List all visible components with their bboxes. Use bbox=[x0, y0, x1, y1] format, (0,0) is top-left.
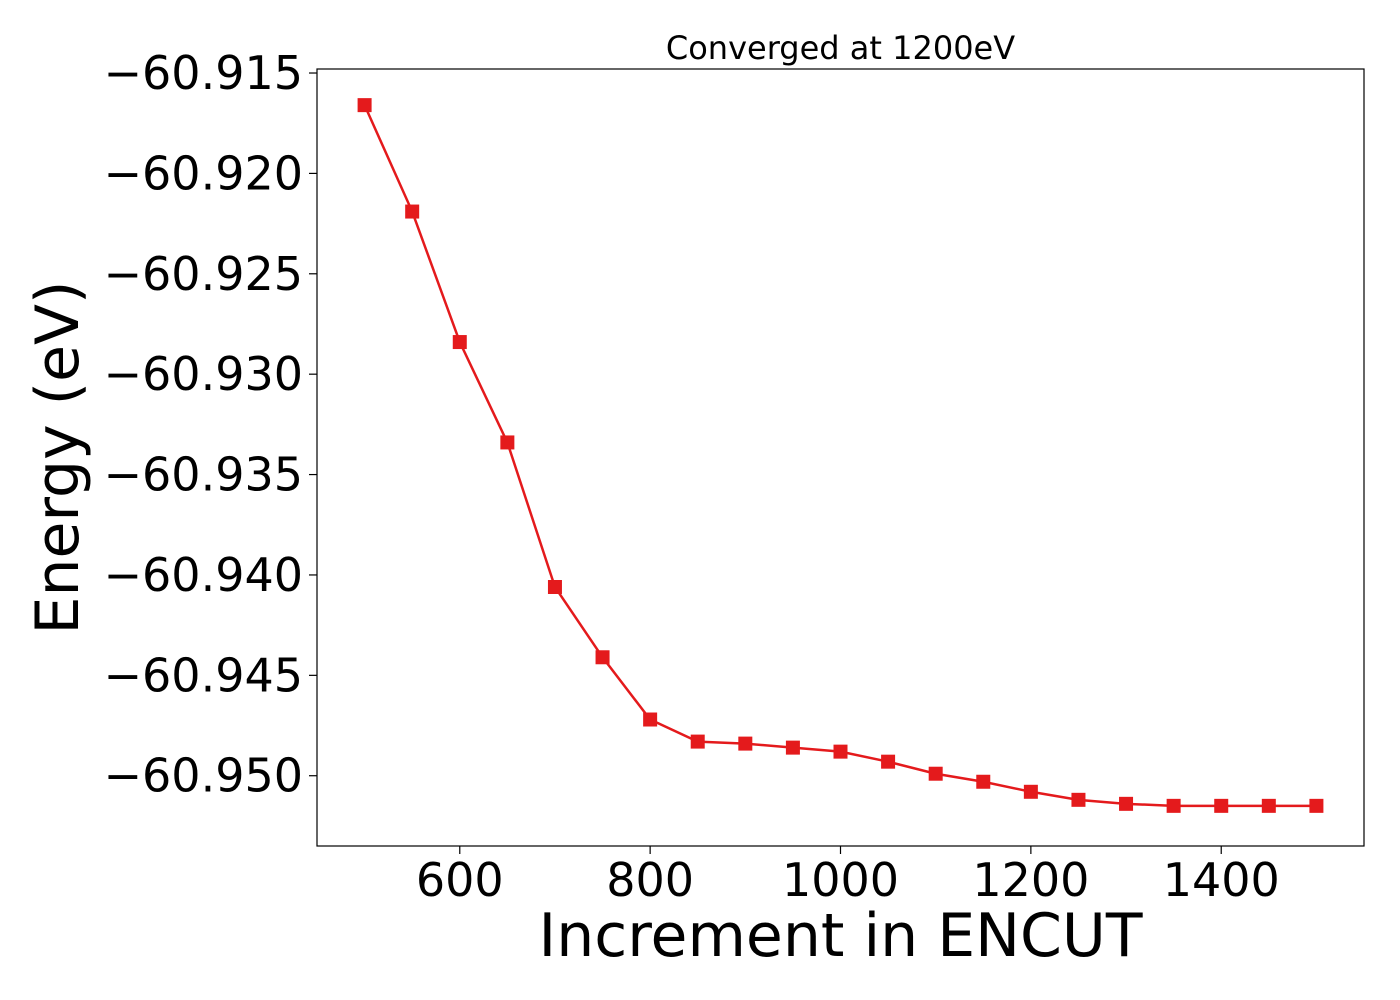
plot-area-frame bbox=[316, 68, 1365, 847]
data-point-marker bbox=[1119, 796, 1134, 811]
y-tick-label: −60.920 bbox=[104, 146, 304, 200]
data-point-marker bbox=[738, 736, 753, 751]
data-point-marker bbox=[500, 435, 515, 450]
y-axis-ticks: −60.915 −60.920 −60.925 −60.930 −60.935 −60.9… bbox=[104, 46, 317, 803]
x-tick-label: 1400 bbox=[1163, 853, 1280, 907]
y-tick-label: −60.935 bbox=[104, 448, 304, 502]
series-layer bbox=[357, 98, 1324, 813]
x-tick-label: 1200 bbox=[972, 853, 1089, 907]
y-tick-label: −60.925 bbox=[104, 247, 304, 301]
data-point-marker bbox=[785, 740, 800, 755]
data-point-marker bbox=[1023, 784, 1038, 799]
y-tick-label: −60.915 bbox=[104, 46, 304, 100]
series-line bbox=[363, 104, 1317, 808]
data-point-marker bbox=[1166, 798, 1181, 813]
data-point-marker bbox=[357, 98, 372, 113]
chart-title: Converged at 1200eV bbox=[666, 29, 1015, 67]
x-axis-ticks: 600 800 1000 1200 1400 bbox=[416, 846, 1280, 907]
data-point-marker bbox=[1261, 798, 1276, 813]
data-point-marker bbox=[643, 712, 658, 727]
data-point-marker bbox=[547, 580, 562, 594]
data-point-marker bbox=[881, 754, 896, 769]
data-point-marker bbox=[1309, 798, 1324, 813]
y-tick-label: −60.930 bbox=[104, 347, 304, 401]
y-axis-label: Energy (eV) bbox=[23, 281, 93, 635]
data-point-marker bbox=[405, 204, 420, 219]
x-axis-label: Increment in ENCUT bbox=[539, 901, 1143, 971]
x-tick-label: 1000 bbox=[782, 853, 899, 907]
data-point-marker bbox=[690, 734, 705, 749]
x-tick-label: 800 bbox=[606, 853, 694, 907]
data-point-marker bbox=[595, 650, 610, 665]
data-point-marker bbox=[1071, 792, 1086, 807]
data-point-marker bbox=[976, 774, 991, 789]
data-point-marker bbox=[833, 744, 848, 759]
x-tick-label: 600 bbox=[416, 853, 504, 907]
data-point-marker bbox=[1214, 798, 1229, 813]
y-tick-label: −60.950 bbox=[104, 749, 304, 803]
y-tick-label: −60.945 bbox=[104, 648, 304, 702]
data-point-marker bbox=[452, 335, 467, 350]
y-tick-label: −60.940 bbox=[104, 548, 304, 602]
data-point-marker bbox=[928, 766, 943, 781]
